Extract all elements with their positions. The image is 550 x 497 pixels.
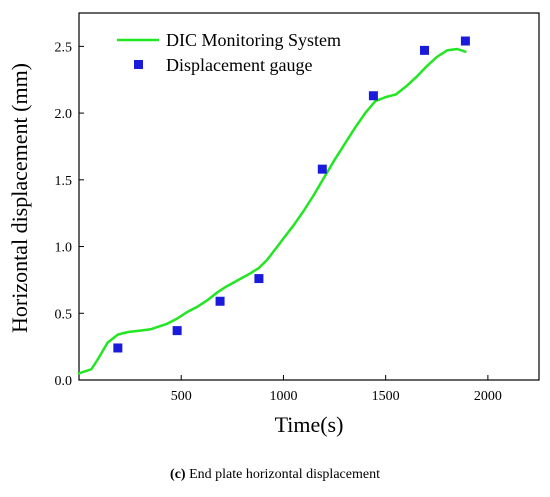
legend-label-gauge: Displacement gauge [166,55,312,75]
x-tick-label: 500 [171,389,192,404]
x-tick-label: 2000 [474,389,502,404]
y-axis-title: Horizontal displacement (mm) [7,63,32,333]
legend: DIC Monitoring System Displacement gauge [117,30,341,75]
plot-frame [78,12,540,381]
x-axis-title: Time(s) [275,412,344,437]
data-point-gauge [113,343,123,353]
data-point-gauge [172,326,182,336]
data-point-gauge [420,45,430,55]
figure-caption: (c) End plate horizontal displacement [0,467,550,483]
series-layer [77,36,470,375]
caption-label: (c) [170,467,186,482]
legend-square-swatch [134,60,143,69]
series-line-dic [77,47,467,375]
x-tick-label: 1500 [372,389,400,404]
data-point-gauge [460,36,470,46]
caption-text: End plate horizontal displacement [185,467,380,482]
y-axis-ticks: 0.0 0.5 1.0 1.5 2.0 2.5 [55,40,84,389]
y-tick-label: 0.5 [55,307,73,322]
y-tick-label: 1.0 [55,241,73,256]
x-axis-ticks: 500 1000 1500 2000 [171,375,502,404]
data-point-gauge [368,91,378,101]
data-point-gauge [317,164,327,174]
chart: 500 1000 1500 2000 0.0 0.5 1.0 1.5 2.0 2.5 Time(… [7,12,540,437]
y-tick-label: 2.0 [55,107,73,122]
y-tick-label: 2.5 [55,40,73,55]
x-tick-label: 1000 [269,389,297,404]
legend-label-dic: DIC Monitoring System [166,30,341,50]
data-point-gauge [215,296,225,306]
y-tick-label: 1.5 [55,174,73,189]
data-point-gauge [254,274,264,284]
y-tick-label: 0.0 [55,374,73,389]
